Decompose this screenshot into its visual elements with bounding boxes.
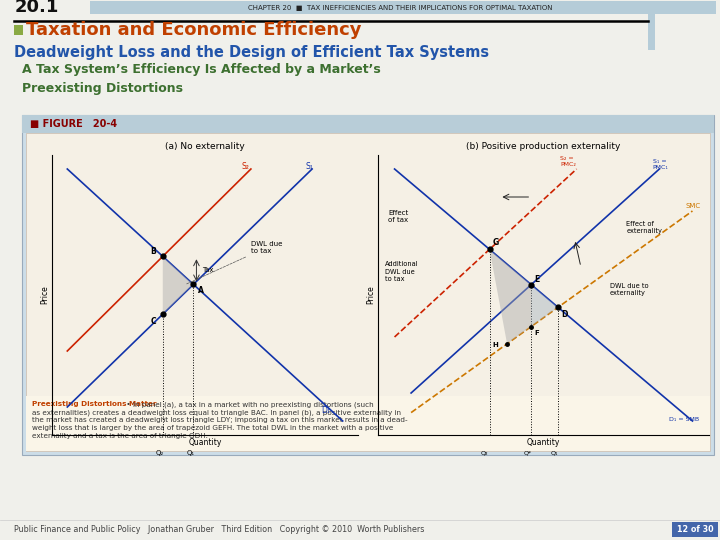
Text: as externalities) creates a deadweight loss equal to triangle BAC. In panel (b),: as externalities) creates a deadweight l… [32,409,401,415]
X-axis label: Quantity: Quantity [527,438,560,447]
Text: C: C [150,317,156,326]
Bar [26,396,710,451]
Text: 12 of 30: 12 of 30 [677,525,714,535]
Bar [648,1,655,50]
Text: D₁: D₁ [321,406,330,415]
Text: Q₂: Q₂ [156,450,164,456]
Text: Effect
of tax: Effect of tax [388,210,408,224]
Text: A Tax System’s Efficiency Is Affected by a Market’s
Preexisting Distortions: A Tax System’s Efficiency Is Affected by… [22,63,381,95]
Y-axis label: Price: Price [40,286,49,305]
Text: D: D [562,310,568,319]
Polygon shape [490,249,531,344]
Text: Q*: Q* [524,450,532,456]
Text: E: E [534,275,540,284]
Text: Taxation and Economic Efficiency: Taxation and Economic Efficiency [26,21,361,39]
Text: DWL due to
externality: DWL due to externality [610,282,648,296]
Text: weight loss that is larger by the area of trapezoid GEFH. The total DWL in the m: weight loss that is larger by the area o… [32,425,393,431]
Y-axis label: Price: Price [366,286,375,305]
Text: Q₁: Q₁ [186,450,194,456]
Bar [672,522,718,537]
Text: DWL due
to tax: DWL due to tax [186,241,282,284]
Text: externality and a tax is the area of triangle GDH.: externality and a tax is the area of tri… [32,433,208,439]
Text: Q₁: Q₁ [551,450,559,456]
Polygon shape [163,256,194,314]
Title: (a) No externality: (a) No externality [165,143,245,151]
Bar [0,520,720,540]
Text: Effect of
externality: Effect of externality [626,221,662,234]
Text: the market has created a deadweight loss triangle LDY; imposing a tax on this ma: the market has created a deadweight loss… [32,417,408,423]
Bar [22,115,714,455]
Text: B: B [150,247,156,255]
Text: Q₂: Q₂ [481,450,488,456]
Text: F: F [534,330,539,336]
Text: CHAPTER 20  ■  TAX INEFFICIENCIES AND THEIR IMPLICATIONS FOR OPTIMAL TAXATION: CHAPTER 20 ■ TAX INEFFICIENCIES AND THEI… [248,5,552,11]
Bar [90,1,716,14]
Text: Deadweight Loss and the Design of Efficient Tax Systems: Deadweight Loss and the Design of Effici… [14,44,489,59]
Polygon shape [531,285,558,327]
Text: 20.1: 20.1 [15,0,59,16]
Text: • In panel (a), a tax in a market with no preexisting distortions (such: • In panel (a), a tax in a market with n… [124,401,373,408]
Text: S₂: S₂ [242,162,250,171]
Text: H: H [492,342,498,348]
Text: ■ FIGURE   20-4: ■ FIGURE 20-4 [30,119,117,129]
Text: G: G [493,238,499,247]
Text: A: A [198,286,204,295]
Text: Public Finance and Public Policy   Jonathan Gruber   Third Edition   Copyright ©: Public Finance and Public Policy Jonatha… [14,525,424,535]
Text: Preexisting Distortions Matter: Preexisting Distortions Matter [32,401,156,407]
Text: S₂ =
PMC₂: S₂ = PMC₂ [560,156,576,167]
Bar [26,133,710,451]
Text: Tax: Tax [202,267,214,273]
Text: S₁: S₁ [306,162,314,171]
Bar [14,25,23,35]
Text: SMC: SMC [686,203,701,209]
Text: S₁ =
PMC₁: S₁ = PMC₁ [653,159,669,170]
X-axis label: Quantity: Quantity [189,438,222,447]
Text: D₁ = SMB: D₁ = SMB [670,417,699,422]
Bar [22,115,714,133]
Title: (b) Positive production externality: (b) Positive production externality [467,143,621,151]
Text: Additional
DWL due
to tax: Additional DWL due to tax [384,261,418,282]
